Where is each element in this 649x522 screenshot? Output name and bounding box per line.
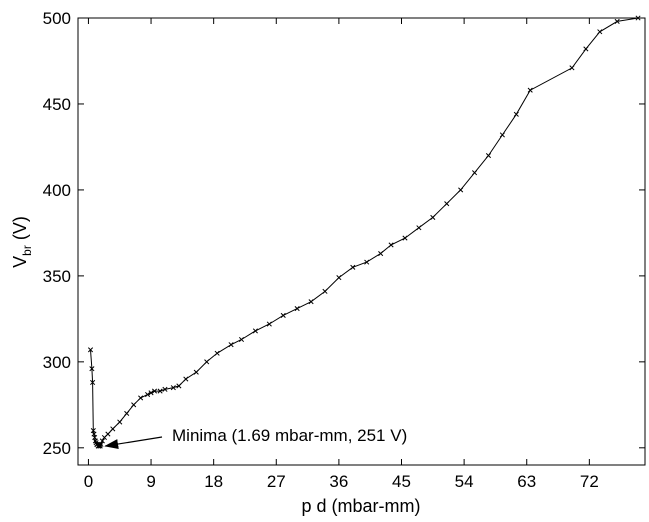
data-point-marker (308, 299, 314, 305)
data-point-marker (402, 235, 408, 241)
data-point-marker (364, 259, 370, 265)
data-point-marker (458, 187, 464, 193)
data-point-marker (444, 201, 450, 207)
y-axis-label-main: V (10, 256, 30, 268)
data-point-marker (583, 46, 589, 52)
data-point-marker (99, 438, 105, 444)
data-point-marker (228, 342, 234, 348)
x-tick-label: 0 (84, 472, 93, 491)
data-point-marker (131, 402, 137, 408)
data-point-marker (416, 225, 422, 231)
y-axis-label-subscript: br (20, 245, 34, 256)
data-point-marker (597, 29, 603, 35)
data-point-marker (162, 386, 168, 392)
data-point-marker (204, 359, 210, 365)
data-point-marker (145, 391, 151, 398)
x-tick-label: 63 (517, 472, 536, 491)
x-axis-label: p d (mbar-mm) (301, 496, 420, 516)
data-point-marker (124, 410, 130, 416)
x-axis-ticks: 0 9 18 27 36 45 54 63 72 (84, 18, 599, 491)
y-tick-label: 300 (43, 353, 71, 372)
data-point-marker (98, 441, 104, 447)
x-tick-label: 45 (392, 472, 411, 491)
data-point-marker (170, 385, 176, 391)
data-point-marker (499, 132, 505, 138)
minima-annotation: Minima (1.69 mbar-mm, 251 V) (104, 426, 407, 449)
data-point-marker (183, 376, 189, 382)
data-point-marker (430, 214, 436, 220)
y-tick-label: 350 (43, 267, 71, 286)
data-point-marker (266, 321, 272, 327)
x-tick-label: 54 (455, 472, 474, 491)
data-point-marker (322, 288, 328, 294)
data-point-marker (388, 242, 394, 248)
annotation-arrow (104, 436, 163, 449)
series-line (90, 17, 639, 448)
data-point-marker (148, 390, 154, 396)
y-axis-ticks: 250 300 350 400 450 500 (43, 9, 645, 458)
data-point-marker (350, 264, 356, 270)
data-point-marker (117, 419, 123, 425)
data-point-marker (614, 18, 620, 24)
data-point-marker (214, 350, 220, 356)
y-tick-label: 450 (43, 95, 71, 114)
y-axis-label: Vbr (V) (10, 216, 34, 268)
data-point-marker (485, 152, 492, 159)
y-axis-label-unit: (V) (10, 216, 30, 245)
data-point-marker (513, 111, 519, 117)
data-point-marker (138, 395, 144, 401)
data-point-marker (89, 366, 95, 372)
y-tick-label: 400 (43, 181, 71, 200)
data-point-marker (238, 336, 245, 343)
data-point-marker (151, 388, 158, 394)
data-point-marker (252, 328, 258, 334)
data-point-marker (280, 312, 286, 318)
x-tick-label: 36 (329, 472, 348, 491)
plot-frame (77, 17, 646, 466)
data-point-marker (336, 275, 342, 281)
x-tick-label: 72 (580, 472, 599, 491)
data-point-marker (294, 305, 300, 312)
annotation-text: Minima (1.69 mbar-mm, 251 V) (172, 426, 407, 445)
data-point-marker (569, 65, 575, 71)
data-point-marker (105, 431, 111, 437)
data-point-marker (90, 379, 96, 386)
data-point-marker (471, 170, 478, 176)
x-tick-label: 27 (267, 472, 286, 491)
x-tick-label: 18 (204, 472, 223, 491)
data-point-marker (110, 426, 116, 432)
data-point-marker (193, 369, 199, 375)
data-point-marker (378, 250, 384, 257)
data-point-marker (157, 388, 163, 394)
data-series (87, 15, 641, 449)
data-point-marker (527, 87, 533, 93)
data-point-marker (87, 347, 94, 353)
y-tick-label: 250 (43, 439, 71, 458)
x-tick-label: 9 (146, 472, 155, 491)
data-point-marker (176, 383, 182, 389)
data-point-marker (635, 15, 641, 21)
y-tick-label: 500 (43, 9, 71, 28)
